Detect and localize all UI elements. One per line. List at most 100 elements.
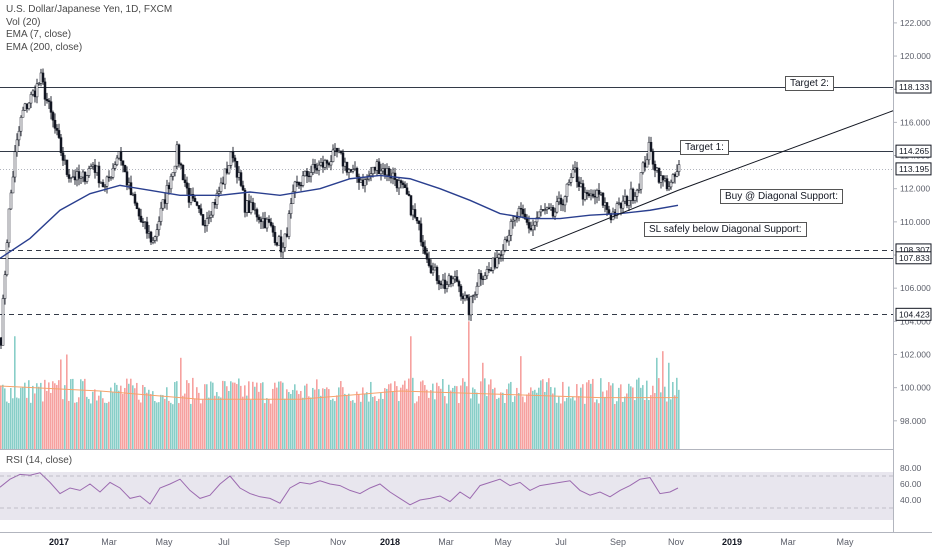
volume-bar — [660, 392, 662, 449]
candle — [429, 259, 433, 274]
candle-body — [423, 246, 427, 254]
time-tick-label: Mar — [438, 537, 454, 547]
volume-bar — [98, 395, 100, 449]
time-axis[interactable]: 2017 Mar May Jul Sep Nov 2018 Mar May Jul Sep Nov 20… — [49, 537, 854, 547]
candle — [309, 165, 313, 183]
target-1-note[interactable]: Target 1: — [680, 140, 729, 155]
stop-loss-note[interactable]: SL safely below Diagonal Support: — [644, 222, 807, 237]
volume-bar — [358, 394, 360, 449]
candle-body — [625, 196, 629, 206]
price-flag-box — [895, 251, 932, 265]
candle-body — [43, 81, 47, 100]
volume-indicator-label[interactable]: Vol (20) — [6, 16, 41, 28]
candle — [233, 154, 237, 168]
volume-bar — [182, 395, 184, 449]
volume-bar — [278, 381, 280, 449]
volume-bar — [416, 401, 418, 449]
price-flag-label: 104.423 — [899, 309, 930, 319]
candle-body — [577, 181, 581, 187]
volume-bar — [324, 389, 326, 449]
volume-bar — [372, 396, 374, 449]
candle — [369, 167, 373, 182]
candle — [341, 149, 345, 174]
candle-body — [143, 221, 147, 223]
candle-body — [345, 161, 349, 173]
volume-bar — [566, 397, 568, 449]
candle — [667, 180, 671, 192]
candle-body — [311, 164, 315, 173]
volume-bar — [420, 381, 422, 449]
candle — [483, 272, 487, 280]
volume-bar — [630, 386, 632, 449]
candle — [185, 176, 189, 195]
candle-body — [217, 191, 221, 194]
candle — [581, 179, 585, 206]
volume-bar — [120, 385, 122, 449]
volume-bar — [38, 386, 40, 449]
candle-body — [639, 172, 643, 190]
candle-body — [585, 192, 589, 194]
volume-bar — [294, 384, 296, 449]
candle-body — [295, 181, 299, 183]
candle — [351, 164, 355, 174]
candle — [251, 197, 255, 211]
candle-body — [141, 221, 145, 223]
volume-bar — [334, 401, 336, 449]
volume-bar — [270, 403, 272, 449]
candle-body — [85, 175, 89, 182]
candle-body — [443, 279, 447, 289]
candle-body — [271, 225, 275, 233]
symbol-title[interactable]: U.S. Dollar/Japanese Yen, 1D, FXCM — [6, 4, 173, 15]
candle-body — [129, 182, 133, 196]
candle — [537, 211, 541, 219]
candle-body — [237, 172, 241, 178]
volume-bar — [370, 381, 372, 449]
candle-body — [113, 164, 117, 169]
ema-slow-label[interactable]: EMA (200, close) — [6, 41, 83, 53]
ema-fast-label[interactable]: EMA (7, close) — [6, 29, 72, 40]
candle-body — [635, 189, 639, 197]
candle-body — [399, 180, 403, 184]
price-flag: 104.423 — [895, 307, 932, 321]
price-tick-label: 106.000 — [900, 283, 931, 293]
candle — [89, 163, 93, 169]
candle — [65, 159, 69, 177]
candle — [639, 172, 643, 194]
overlays — [0, 110, 894, 259]
candle — [7, 208, 11, 248]
candle — [173, 165, 177, 177]
candle — [649, 136, 653, 152]
candle-body — [219, 182, 223, 192]
buy-note[interactable]: Buy @ Diagonal Support: — [720, 189, 843, 204]
candle-body — [21, 109, 25, 118]
candle-body — [153, 236, 157, 241]
candle-body — [269, 221, 273, 226]
candle — [451, 276, 455, 287]
candle-body — [255, 209, 259, 218]
volume-bar — [616, 401, 618, 449]
volume-bar — [528, 392, 530, 449]
candle-body — [449, 275, 453, 284]
rsi-indicator-label[interactable]: RSI (14, close) — [6, 455, 73, 466]
candle — [35, 78, 39, 104]
volume-bar — [348, 393, 350, 449]
target-2-note[interactable]: Target 2: — [785, 76, 834, 91]
candle — [559, 194, 563, 211]
volume-bar — [586, 382, 588, 449]
volume-bar — [338, 387, 340, 449]
candle-body — [553, 211, 557, 217]
volume-bar — [64, 385, 66, 449]
candle — [13, 144, 17, 183]
volume-bar — [96, 400, 98, 449]
candle-body — [161, 199, 165, 209]
candle — [495, 250, 499, 269]
candle-body — [653, 164, 657, 171]
volume-bar — [430, 390, 432, 449]
volume-bar — [190, 403, 192, 449]
candle-body — [259, 219, 263, 223]
volume-bar — [2, 384, 4, 449]
candle-body — [531, 224, 535, 231]
volume-bar — [598, 403, 600, 449]
candle-body — [33, 90, 37, 98]
